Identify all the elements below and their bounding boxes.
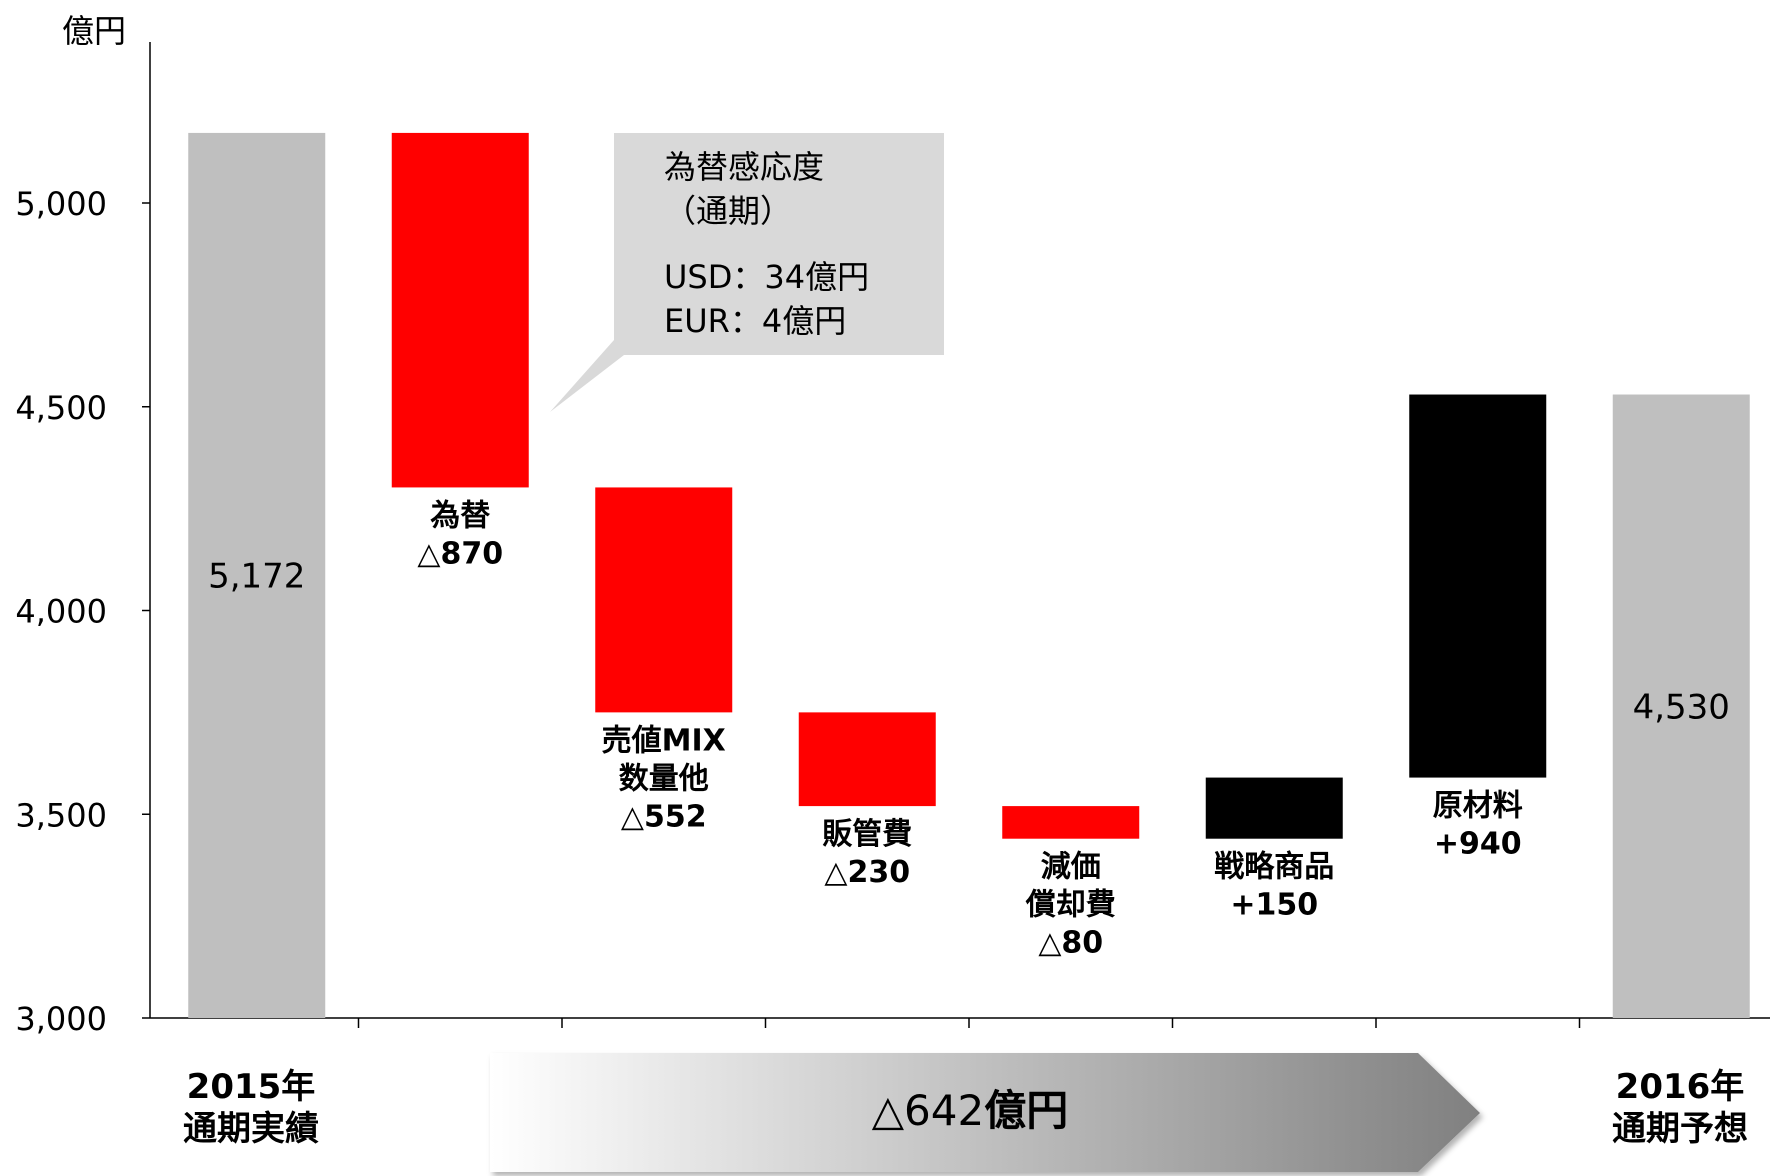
bar-label-line: 原材料 [1433,789,1523,824]
callout-eur: EUR：4億円 [664,302,847,340]
y-tick-label: 5,000 [15,185,107,223]
start-period-label: 2015年 通期実績 [131,1066,371,1150]
callout-box [550,133,944,412]
total-change-value: △642 [871,1086,985,1135]
waterfall-bar [1409,394,1547,778]
total-value-label: 4,530 [1633,687,1730,727]
bar-label-line: +940 [1434,827,1522,862]
end-period-year: 2016年 [1615,1067,1745,1107]
bar-label-line: 数量他 [619,761,709,796]
start-period-desc: 通期実績 [183,1109,319,1149]
callout-subtitle: （通期） [664,192,793,230]
fx-sensitivity-callout: 為替感応度 （通期） USD：34億円 EUR：4億円 [614,133,944,355]
callout-usd: USD：34億円 [664,258,870,296]
bar-label-line: 償却費 [1025,888,1116,923]
waterfall-bar [188,132,326,1018]
y-tick-label: 3,500 [15,796,107,834]
end-period-label: 2016年 通期予想 [1560,1066,1777,1150]
bar-label-line: △870 [417,536,503,571]
total-change-label: △642億円 [740,1086,1200,1136]
bar-label-line: 減価 [1041,850,1101,885]
axes: 3,000 3,500 4,000 4,500 5,000 億円 [15,12,1770,1038]
bars [188,132,1750,1018]
y-tick-label: 4,500 [15,389,107,427]
bar-label-line: 為替 [430,498,490,533]
bar-label-line: △552 [621,799,707,834]
waterfall-bar [1205,777,1343,839]
total-value-label: 5,172 [208,556,305,596]
bar-label-line: 販管費 [822,817,912,852]
waterfall-bar [1612,394,1750,1018]
waterfall-bar [1002,806,1140,839]
bar-label-line: △230 [824,855,910,890]
waterfall-bar [798,712,936,807]
bar-label-line: 戦略商品 [1214,850,1334,885]
waterfall-bar [391,132,529,488]
waterfall-bar [595,487,733,713]
y-tick-label: 4,000 [15,593,107,631]
total-change-unit: 億円 [984,1086,1069,1135]
y-tick-label: 3,000 [15,1000,107,1038]
end-period-desc: 通期予想 [1612,1109,1748,1149]
callout-title: 為替感応度 [664,148,825,186]
start-period-year: 2015年 [186,1067,316,1107]
bar-label-line: +150 [1230,888,1318,923]
bar-label-line: △80 [1038,926,1103,961]
y-axis-label: 億円 [62,12,126,50]
bar-label-line: 売値MIX [602,723,726,758]
change-arrow [490,1053,1480,1172]
